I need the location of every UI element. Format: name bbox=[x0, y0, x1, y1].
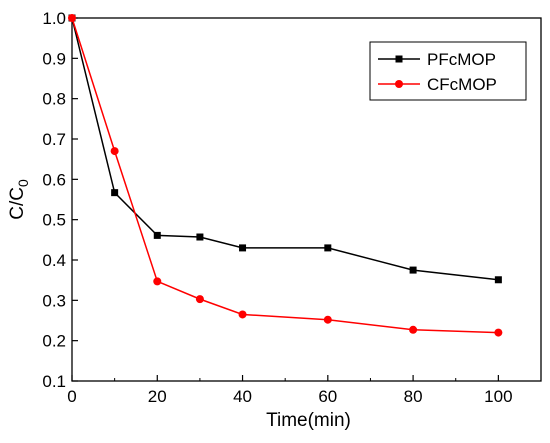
data-point bbox=[239, 244, 247, 252]
data-point bbox=[111, 189, 119, 197]
plot-border bbox=[71, 17, 542, 382]
data-point bbox=[153, 277, 162, 286]
x-tick-label: 20 bbox=[148, 387, 167, 406]
legend-item: CFcMOP bbox=[378, 75, 497, 94]
y-axis-title-subscript: 0 bbox=[15, 179, 31, 187]
series-layer bbox=[68, 14, 503, 337]
y-axis-title: C/C0 bbox=[7, 179, 31, 220]
data-point bbox=[110, 147, 119, 156]
series-line bbox=[71, 17, 499, 334]
x-tick-label: 100 bbox=[484, 387, 512, 406]
x-tick-label: 0 bbox=[67, 387, 76, 406]
series-CFcMOP bbox=[68, 14, 503, 337]
data-point bbox=[409, 266, 417, 274]
y-axis-title-main: C/C bbox=[7, 187, 28, 220]
data-point bbox=[494, 328, 503, 337]
legend-label: PFcMOP bbox=[427, 50, 496, 69]
y-tick-label: 0.5 bbox=[42, 211, 66, 230]
x-tick-label: 40 bbox=[233, 387, 252, 406]
legend-box bbox=[369, 41, 527, 101]
plot-frame bbox=[71, 17, 542, 382]
legend-marker bbox=[395, 55, 403, 63]
data-point bbox=[409, 325, 418, 334]
x-tick-label: 60 bbox=[318, 387, 337, 406]
y-tick-label: 0.2 bbox=[42, 332, 66, 351]
y-axis: 0.1 0.2 0.3 0.4 0.5 0.6 0.7 0.8 0.9 1.0 bbox=[42, 9, 78, 391]
legend-label: CFcMOP bbox=[427, 75, 497, 94]
y-tick-label: 0.7 bbox=[42, 130, 66, 149]
y-tick-label: 0.8 bbox=[42, 90, 66, 109]
x-tick-label: 80 bbox=[404, 387, 423, 406]
y-tick-label: 1.0 bbox=[42, 9, 66, 28]
x-axis-title: Time(min) bbox=[266, 410, 351, 431]
y-tick-label: 0.6 bbox=[42, 170, 66, 189]
data-point bbox=[238, 310, 247, 319]
series-line bbox=[71, 17, 499, 281]
legend: PFcMOP CFcMOP bbox=[369, 41, 527, 101]
data-point bbox=[324, 244, 332, 252]
data-point bbox=[196, 233, 204, 241]
legend-marker bbox=[395, 80, 403, 88]
x-axis: 0 20 40 60 80 100 bbox=[67, 375, 513, 406]
y-tick-label: 0.9 bbox=[42, 49, 66, 68]
data-point bbox=[68, 14, 76, 22]
data-point bbox=[195, 295, 204, 304]
data-point bbox=[153, 231, 161, 239]
y-tick-label: 0.1 bbox=[42, 372, 66, 391]
legend-item: PFcMOP bbox=[378, 50, 496, 69]
legend-items: PFcMOP CFcMOP bbox=[378, 50, 497, 94]
data-point bbox=[494, 276, 502, 284]
y-tick-label: 0.3 bbox=[42, 291, 66, 310]
data-point bbox=[323, 315, 332, 324]
y-tick-label: 0.4 bbox=[42, 251, 66, 270]
